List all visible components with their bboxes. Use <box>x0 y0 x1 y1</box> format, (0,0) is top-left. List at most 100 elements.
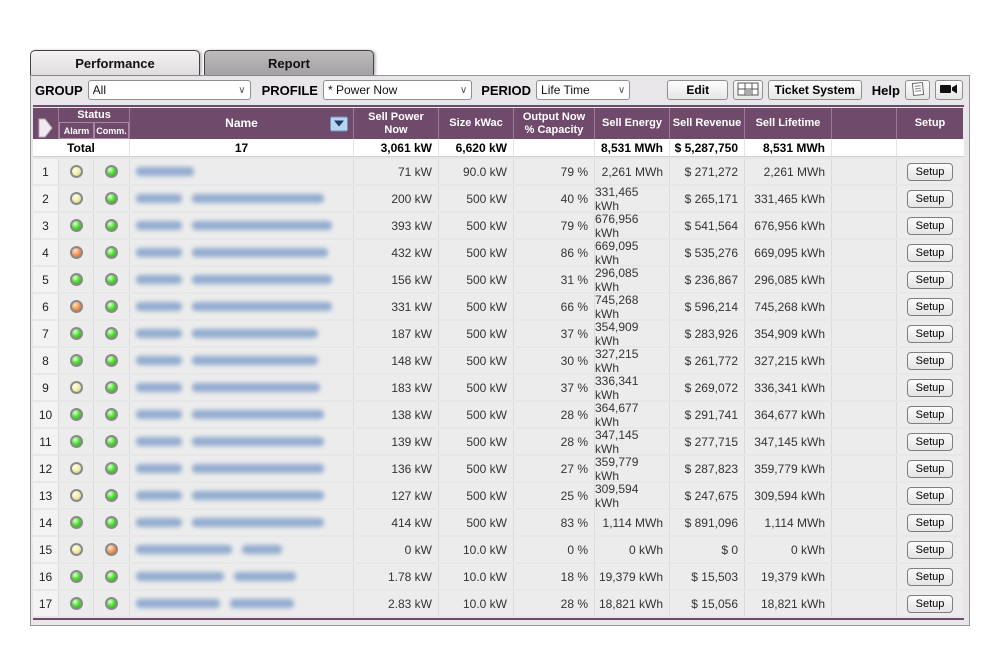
comm-led-icon <box>105 300 118 313</box>
setup-button[interactable]: Setup <box>907 540 953 559</box>
edit-button[interactable]: Edit <box>667 80 729 100</box>
table-row[interactable]: 14 414 kW 500 kW 83 % 1,114 MWh $ 891,09… <box>33 510 964 535</box>
table-row[interactable]: 12 136 kW 500 kW 27 % 359,779 kWh $ 287,… <box>33 456 964 481</box>
size-value: 10.0 kW <box>438 591 513 616</box>
table-row[interactable]: 1 71 kW 90.0 kW 79 % 2,261 MWh $ 271,272… <box>33 159 964 184</box>
setup-button[interactable]: Setup <box>907 270 953 289</box>
site-name-link[interactable] <box>129 240 353 265</box>
table-grid-icon <box>737 82 759 99</box>
table-row[interactable]: 4 432 kW 500 kW 86 % 669,095 kWh $ 535,2… <box>33 240 964 265</box>
output-capacity-value: 40 % <box>513 186 594 211</box>
sell-revenue-value: $ 0 <box>669 537 744 562</box>
expand-arrow-cell[interactable] <box>33 108 58 139</box>
sell-power-header[interactable]: Sell Power Now <box>353 108 438 139</box>
table-row[interactable]: 5 156 kW 500 kW 31 % 296,085 kWh $ 236,8… <box>33 267 964 292</box>
sell-revenue-value: $ 15,056 <box>669 591 744 616</box>
redacted-name-blur <box>136 437 182 446</box>
setup-button[interactable]: Setup <box>907 297 953 316</box>
site-name-link[interactable] <box>129 402 353 427</box>
table-row[interactable]: 16 1.78 kW 10.0 kW 18 % 19,379 kWh $ 15,… <box>33 564 964 589</box>
output-capacity-value: 66 % <box>513 294 594 319</box>
size-value: 500 kW <box>438 456 513 481</box>
setup-header: Setup <box>896 108 963 139</box>
size-value: 500 kW <box>438 348 513 373</box>
tab-report[interactable]: Report <box>204 50 374 75</box>
site-name-link[interactable] <box>129 537 353 562</box>
site-name-link[interactable] <box>129 213 353 238</box>
setup-button[interactable]: Setup <box>907 162 953 181</box>
site-name-link[interactable] <box>129 591 353 616</box>
table-row[interactable]: 15 0 kW 10.0 kW 0 % 0 kWh $ 0 0 kWh Setu… <box>33 537 964 562</box>
name-header[interactable]: Name <box>129 108 353 139</box>
setup-button[interactable]: Setup <box>907 594 953 613</box>
setup-button[interactable]: Setup <box>907 324 953 343</box>
name-sort-dropdown[interactable] <box>330 116 348 131</box>
comm-led-icon <box>105 408 118 421</box>
total-label: Total <box>33 139 129 156</box>
table-row[interactable]: 9 183 kW 500 kW 37 % 336,341 kWh $ 269,0… <box>33 375 964 400</box>
table-row[interactable]: 11 139 kW 500 kW 28 % 347,145 kWh $ 277,… <box>33 429 964 454</box>
table-row[interactable]: 3 393 kW 500 kW 79 % 676,956 kWh $ 541,5… <box>33 213 964 238</box>
profile-select-value: * Power Now <box>327 83 398 97</box>
size-value: 500 kW <box>438 186 513 211</box>
comm-status-cell <box>93 348 129 373</box>
site-name-link[interactable] <box>129 267 353 292</box>
sell-lifetime-value: 359,779 kWh <box>744 456 831 481</box>
size-value: 500 kW <box>438 321 513 346</box>
site-name-link[interactable] <box>129 429 353 454</box>
sell-lifetime-header[interactable]: Sell Lifetime <box>744 108 831 139</box>
sell-lifetime-value: 2,261 MWh <box>744 159 831 184</box>
sell-energy-header[interactable]: Sell Energy <box>594 108 669 139</box>
site-name-link[interactable] <box>129 564 353 589</box>
site-name-link[interactable] <box>129 159 353 184</box>
setup-button[interactable]: Setup <box>907 189 953 208</box>
site-name-link[interactable] <box>129 186 353 211</box>
site-name-link[interactable] <box>129 456 353 481</box>
sell-revenue-header[interactable]: Sell Revenue <box>669 108 744 139</box>
setup-button[interactable]: Setup <box>907 378 953 397</box>
setup-button[interactable]: Setup <box>907 243 953 262</box>
size-value: 500 kW <box>438 510 513 535</box>
setup-button[interactable]: Setup <box>907 513 953 532</box>
table-row[interactable]: 8 148 kW 500 kW 30 % 327,215 kWh $ 261,7… <box>33 348 964 373</box>
help-video-button[interactable] <box>935 80 963 100</box>
layout-grid-button[interactable] <box>733 80 763 100</box>
site-name-link[interactable] <box>129 348 353 373</box>
period-select[interactable]: Life Time ∨ <box>536 80 631 100</box>
site-name-link[interactable] <box>129 483 353 508</box>
comm-header[interactable]: Comm. <box>94 122 129 139</box>
table-row[interactable]: 17 2.83 kW 10.0 kW 28 % 18,821 kWh $ 15,… <box>33 591 964 616</box>
alarm-header[interactable]: Alarm <box>59 122 94 139</box>
table-row[interactable]: 13 127 kW 500 kW 25 % 309,594 kWh $ 247,… <box>33 483 964 508</box>
performance-widget: Performance Report GROUP All ∨ PROFILE *… <box>30 50 970 626</box>
help-doc-button[interactable] <box>904 80 931 100</box>
site-name-link[interactable] <box>129 294 353 319</box>
setup-button[interactable]: Setup <box>907 567 953 586</box>
profile-select[interactable]: * Power Now ∨ <box>322 80 473 100</box>
site-name-link[interactable] <box>129 375 353 400</box>
size-header[interactable]: Size kWac <box>438 108 513 139</box>
comm-led-icon <box>105 516 118 529</box>
table-row[interactable]: 6 331 kW 500 kW 66 % 745,268 kWh $ 596,2… <box>33 294 964 319</box>
setup-button[interactable]: Setup <box>907 405 953 424</box>
setup-button[interactable]: Setup <box>907 216 953 235</box>
ticket-system-button[interactable]: Ticket System <box>767 80 862 100</box>
redacted-name-blur <box>136 518 182 527</box>
output-header[interactable]: Output Now % Capacity <box>513 108 594 139</box>
site-name-link[interactable] <box>129 510 353 535</box>
site-name-link[interactable] <box>129 321 353 346</box>
setup-button[interactable]: Setup <box>907 351 953 370</box>
tab-performance[interactable]: Performance <box>30 50 200 75</box>
sell-power-value: 139 kW <box>353 429 438 454</box>
setup-button[interactable]: Setup <box>907 432 953 451</box>
sell-power-value: 183 kW <box>353 375 438 400</box>
alarm-status-cell <box>58 510 93 535</box>
setup-button[interactable]: Setup <box>907 459 953 478</box>
table-row[interactable]: 2 200 kW 500 kW 40 % 331,465 kWh $ 265,1… <box>33 186 964 211</box>
setup-button[interactable]: Setup <box>907 486 953 505</box>
alarm-led-icon <box>69 597 83 610</box>
table-row[interactable]: 10 138 kW 500 kW 28 % 364,677 kWh $ 291,… <box>33 402 964 427</box>
row-number: 16 <box>33 564 58 589</box>
table-row[interactable]: 7 187 kW 500 kW 37 % 354,909 kWh $ 283,9… <box>33 321 964 346</box>
group-select[interactable]: All ∨ <box>87 80 251 100</box>
